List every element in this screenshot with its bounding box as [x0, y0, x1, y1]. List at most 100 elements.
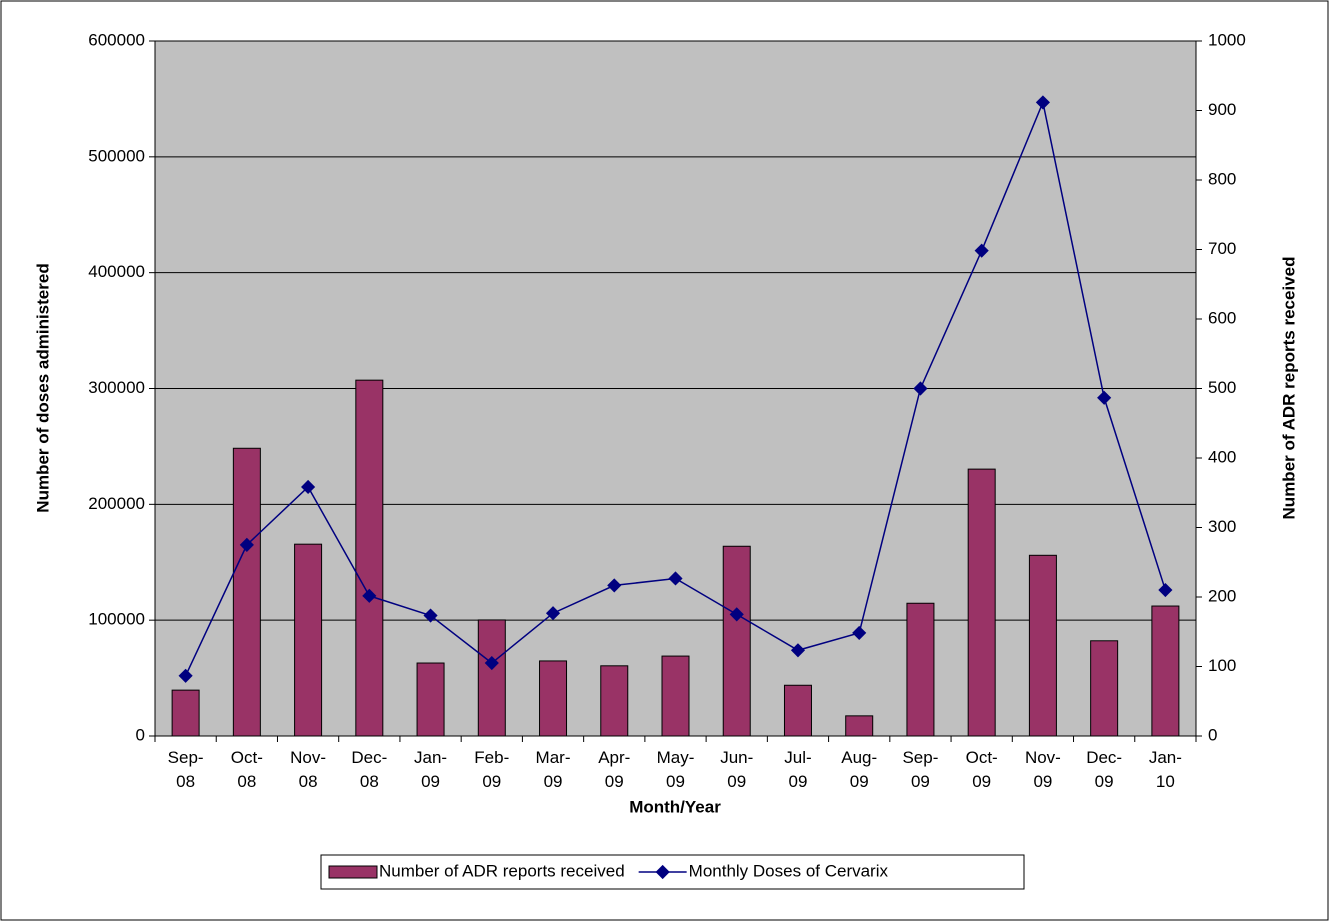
x-tick-label: Jul- 09: [784, 748, 811, 791]
x-tick-label-line: 08: [360, 772, 379, 791]
x-tick-label-line: 09: [1095, 772, 1114, 791]
bar: [477, 619, 506, 737]
x-tick-label-line: Aug-: [841, 748, 877, 767]
y-tick-label: 300000: [88, 378, 145, 397]
y2-tick-label: 100: [1208, 656, 1236, 675]
bar: [232, 447, 261, 737]
x-tick-label-line: Sep-: [902, 748, 938, 767]
bar: [600, 665, 629, 737]
bar: [967, 468, 996, 737]
y2-tick-label: 300: [1208, 517, 1236, 536]
legend-swatch: [328, 865, 378, 879]
y-tick-label: 100000: [88, 610, 145, 629]
x-tick-label-line: 09: [1033, 772, 1052, 791]
y2-tick-label: 500: [1208, 378, 1236, 397]
x-tick-label-line: Jan-: [1149, 748, 1182, 767]
y-tick-label: 0: [136, 725, 145, 744]
marker: [301, 479, 316, 495]
x-tick-label-line: 09: [666, 772, 685, 791]
x-tick-label-line: 09: [605, 772, 624, 791]
x-tick-label-line: 09: [972, 772, 991, 791]
y-tick-label: 200000: [88, 494, 145, 513]
marker: [607, 578, 622, 593]
x-tick-label: May- 09: [657, 748, 695, 791]
bar: [1090, 640, 1119, 737]
marker: [913, 381, 928, 396]
x-tick-label-line: 10: [1156, 772, 1175, 791]
x-tick-label-line: 09: [850, 772, 869, 791]
x-tick-label: Mar- 09: [536, 748, 571, 791]
y2-tick-label: 0: [1208, 725, 1217, 744]
y-tick-label: 400000: [88, 262, 145, 281]
legend-marker: [655, 864, 670, 880]
y2-axis-title: Number of ADR reports received: [1279, 257, 1298, 520]
bar: [171, 689, 200, 737]
x-tick-label-line: Feb-: [474, 748, 509, 767]
x-tick-label-line: Dec-: [1086, 748, 1122, 767]
marker: [178, 668, 193, 683]
y2-tick-label: 900: [1208, 100, 1236, 119]
x-tick-label-line: 09: [421, 772, 440, 791]
y2-tick-label: 200: [1208, 586, 1236, 605]
x-tick-label-line: 09: [911, 772, 930, 791]
marker: [423, 608, 438, 623]
x-tick-label-line: Jun-: [720, 748, 753, 767]
x-tick-label-line: Dec-: [351, 748, 387, 767]
bar: [355, 379, 384, 737]
x-tick-label-line: Oct-: [966, 748, 998, 767]
marker: [1158, 582, 1173, 598]
x-axis-title: Month/Year: [629, 797, 721, 816]
x-tick-label: Sep- 09: [902, 748, 938, 791]
legend-label: Monthly Doses of Cervarix: [689, 861, 889, 880]
bar: [1028, 554, 1057, 737]
y-tick-label: 600000: [88, 30, 145, 49]
x-tick-label: Dec- 09: [1086, 748, 1122, 791]
bar: [906, 602, 935, 737]
y-tick-label: 500000: [88, 146, 145, 165]
x-tick-label-line: Mar-: [536, 748, 571, 767]
y2-tick-label: 600: [1208, 308, 1236, 327]
x-tick-label-line: Apr-: [598, 748, 630, 767]
x-tick-label: Oct- 08: [231, 748, 263, 791]
marker: [729, 607, 744, 622]
x-tick-label: Sep- 08: [168, 748, 204, 791]
x-tick-label: Apr- 09: [598, 748, 630, 791]
marker: [545, 606, 561, 621]
y2-tick-label: 700: [1208, 239, 1236, 258]
x-tick-label: Jan- 10: [1149, 748, 1182, 791]
x-tick-label-line: 09: [544, 772, 563, 791]
bar: [1151, 605, 1180, 737]
marker: [790, 643, 806, 658]
bar: [845, 715, 874, 737]
bar: [539, 660, 568, 737]
x-tick-label-line: Nov-: [290, 748, 326, 767]
y2-tick-label: 1000: [1208, 30, 1246, 49]
x-tick-label-line: 09: [482, 772, 501, 791]
x-tick-label: Jan- 09: [414, 748, 447, 791]
bar: [783, 684, 812, 737]
y2-tick-label: 400: [1208, 447, 1236, 466]
marker: [484, 655, 499, 671]
bar: [661, 655, 690, 737]
y2-tick-label: 800: [1208, 169, 1236, 188]
marker: [852, 625, 867, 640]
x-tick-label-line: 08: [237, 772, 256, 791]
y-axis-title: Number of doses administered: [33, 263, 52, 512]
marker: [239, 537, 254, 552]
x-tick-label-line: 08: [176, 772, 195, 791]
marker: [668, 571, 683, 586]
x-tick-label: Aug- 09: [841, 748, 877, 791]
x-tick-label-line: Jul-: [784, 748, 811, 767]
x-tick-label-line: 08: [299, 772, 318, 791]
x-tick-label-line: 09: [789, 772, 808, 791]
marker: [1035, 95, 1050, 110]
x-tick-label-line: Jan-: [414, 748, 447, 767]
legend-label: Number of ADR reports received: [379, 861, 625, 880]
bar: [294, 543, 323, 737]
bar: [722, 545, 751, 737]
x-tick-label-line: Oct-: [231, 748, 263, 767]
x-tick-label: Dec- 08: [351, 748, 387, 791]
marker: [1097, 390, 1112, 405]
marker: [974, 243, 989, 258]
